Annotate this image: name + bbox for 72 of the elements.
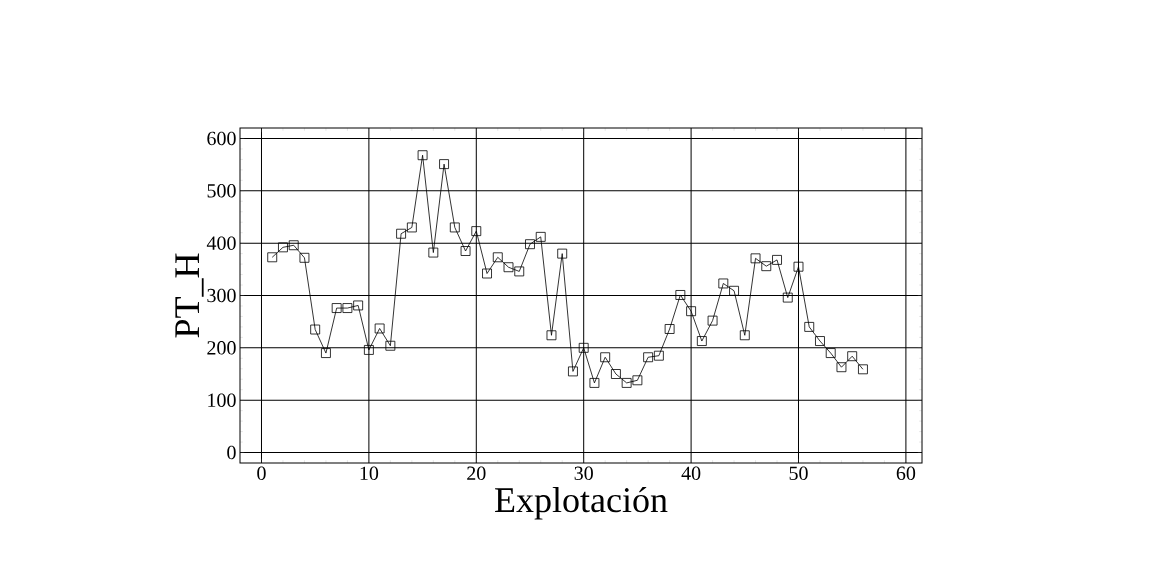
point xyxy=(772,255,782,265)
point xyxy=(514,266,525,277)
point xyxy=(439,159,449,170)
point xyxy=(621,378,632,388)
point xyxy=(482,268,492,279)
y-tick-label: 0 xyxy=(227,445,236,460)
point xyxy=(385,340,396,351)
point xyxy=(363,345,374,355)
point xyxy=(825,348,836,358)
point xyxy=(278,242,288,253)
x-tick-label: 20 xyxy=(467,466,486,481)
y-tick-label: 400 xyxy=(206,236,236,250)
point xyxy=(460,246,471,256)
point xyxy=(858,364,868,375)
point xyxy=(546,330,557,341)
point xyxy=(288,240,299,251)
point xyxy=(568,366,578,377)
point xyxy=(492,252,503,263)
point xyxy=(750,253,761,264)
point xyxy=(331,303,342,313)
point xyxy=(761,261,772,272)
point xyxy=(696,336,707,346)
y-tick-label: 200 xyxy=(207,341,236,355)
point xyxy=(782,292,793,303)
point xyxy=(653,350,664,361)
point xyxy=(396,228,407,239)
point xyxy=(525,239,535,250)
x-tick-label: 50 xyxy=(789,466,808,481)
point xyxy=(374,323,385,334)
point xyxy=(804,322,815,332)
x-tick-label: 40 xyxy=(681,466,701,481)
x-axis-title: Explotación xyxy=(495,486,668,520)
point xyxy=(428,247,439,258)
point xyxy=(471,226,482,237)
x-tick-label: 0 xyxy=(257,466,266,481)
point xyxy=(321,348,331,358)
point xyxy=(299,252,310,263)
point xyxy=(353,300,364,311)
point xyxy=(611,369,621,379)
point xyxy=(793,261,804,272)
point xyxy=(632,375,643,386)
point xyxy=(847,351,858,362)
point xyxy=(815,336,825,346)
point xyxy=(578,342,589,353)
point xyxy=(707,315,718,326)
point xyxy=(686,306,696,317)
point xyxy=(417,150,428,161)
point xyxy=(739,330,750,341)
y-tick-label: 300 xyxy=(207,288,236,303)
point xyxy=(600,352,611,363)
x-tick-label: 60 xyxy=(896,466,916,481)
point xyxy=(267,252,278,263)
point xyxy=(729,285,739,296)
point xyxy=(836,362,847,373)
point xyxy=(675,290,686,300)
point xyxy=(535,231,546,242)
point xyxy=(664,324,675,334)
point xyxy=(342,303,353,313)
point xyxy=(449,222,460,233)
point xyxy=(718,278,729,289)
y-tick-label: 500 xyxy=(207,184,236,198)
point xyxy=(589,378,600,388)
point xyxy=(310,324,321,335)
x-tick-label: 30 xyxy=(574,466,593,481)
point xyxy=(406,222,417,233)
x-tick-label: 10 xyxy=(360,466,379,481)
point xyxy=(557,248,568,259)
y-tick-label: 100 xyxy=(208,393,236,407)
y-axis-title: PT_H xyxy=(175,253,204,338)
point xyxy=(503,262,514,273)
y-tick-label: 600 xyxy=(207,131,236,146)
point xyxy=(643,352,654,363)
